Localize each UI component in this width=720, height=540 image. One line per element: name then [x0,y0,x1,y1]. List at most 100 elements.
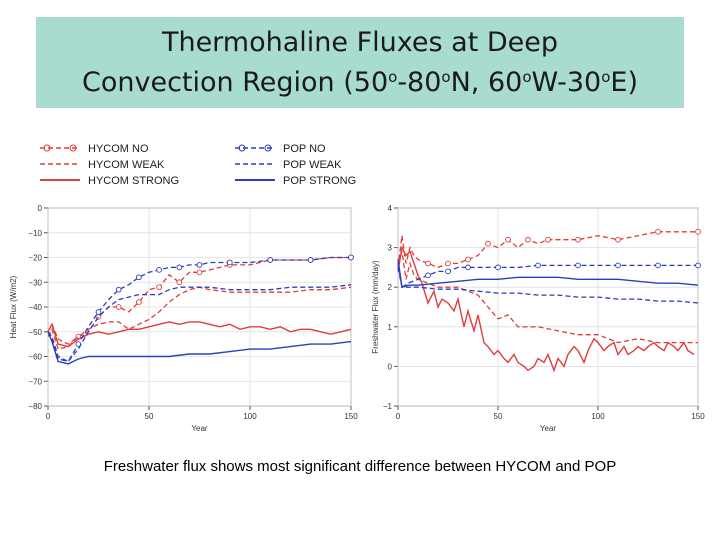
data-point [348,254,354,261]
data-point [575,236,581,243]
y-axis-label: Heat Flux (W/m2) [9,275,18,338]
chart-figure-svg: HYCOM NO HYCOM WEAK HYCOM STRONG POP NO POP … [9,143,705,433]
data-point [176,264,183,271]
data-point [575,262,581,269]
data-point [495,264,501,271]
data-point [465,264,471,271]
series-line [397,231,698,269]
data-point [115,304,122,310]
title-part-4: W-30 [531,66,602,98]
series-pop-no [47,254,354,363]
legend-marker [69,144,77,152]
x-axis-label: Year [191,424,208,433]
x-axis-label: Year [540,424,557,433]
data-point [695,262,701,269]
y-tick-label: −60 [28,353,42,362]
series-line [47,321,352,348]
series-line [47,286,352,350]
y-tick-label: 1 [388,323,393,332]
degree-sup-4: o [601,67,611,86]
data-point [176,279,183,286]
series-line [397,259,699,289]
x-tick-label: 0 [396,412,401,421]
data-point [695,228,701,235]
series-pop-strong [47,331,352,365]
title-part-1: Convection Region (50 [82,66,389,98]
legend-label: POP WEAK [283,159,342,171]
data-point [545,236,551,243]
data-point [136,299,142,305]
series-pop-weak [397,267,699,304]
data-point [615,262,621,269]
slide-title-line-2: Convection Region (50o-80oN, 60oW-30oE) [82,63,638,103]
y-tick-label: 3 [388,244,393,253]
data-point [535,262,541,269]
data-point [267,257,274,263]
x-tick-label: 150 [691,412,705,421]
series-hycom-strong [397,245,695,373]
degree-sup-3: o [522,67,532,86]
data-point [156,267,162,273]
y-axis-label: Freshwater Flux (mm/day) [371,260,380,354]
legend-item-pop-weak: POP WEAK [235,159,342,171]
series-line [47,331,352,365]
series-hycom-weak [47,286,352,350]
legend-item-pop-no: POP NO [235,143,326,155]
legend-label: HYCOM NO [88,143,149,155]
data-point [307,257,314,263]
data-point [425,260,431,267]
x-tick-label: 100 [591,412,605,421]
series-hycom-strong [47,321,352,348]
data-point [95,309,102,315]
slide-title-line-1: Thermohaline Fluxes at Deep [161,26,559,58]
series-line [47,284,352,363]
series-pop-no [397,262,701,289]
y-tick-label: −70 [28,377,42,386]
x-tick-label: 0 [46,412,51,421]
x-tick-label: 150 [344,412,358,421]
degree-sup-1: o [388,67,398,86]
y-tick-label: −80 [28,402,42,411]
y-tick-label: 0 [38,204,43,213]
legend-item-hycom-strong: HYCOM STRONG [40,175,179,187]
chart-figure: HYCOM NO HYCOM WEAK HYCOM STRONG POP NO POP … [0,130,720,440]
y-tick-label: −10 [28,229,42,238]
data-point [226,259,233,266]
legend-marker [43,144,51,152]
y-tick-label: −1 [383,402,393,411]
y-tick-label: 0 [388,362,393,371]
legend-item-pop-strong: POP STRONG [235,175,356,187]
legend-marker [238,144,246,152]
y-tick-label: −40 [28,303,42,312]
x-tick-label: 50 [494,412,503,421]
panel-heat-flux: 0 −10 −20 −30 −40 −50 −60 −70 −80 0 50 100 150 Year He… [9,204,358,433]
x-tick-label: 100 [243,412,257,421]
x-tick-label: 50 [145,412,154,421]
data-point [505,236,511,243]
data-point [156,284,162,291]
data-point [196,262,203,268]
series-pop-weak [47,284,352,363]
y-tick-label: 2 [388,283,393,292]
series-line [397,251,698,344]
data-point [655,262,661,269]
legend-label: POP STRONG [283,175,356,187]
y-tick-label: −30 [28,278,42,287]
series-pop-strong [397,259,699,289]
y-tick-label: −20 [28,254,42,263]
series-hycom-no [397,228,701,269]
data-point [115,286,122,293]
data-point [525,236,531,243]
data-point [655,228,661,235]
slide-title-box: Thermohaline Fluxes at Deep Convection R… [36,17,684,108]
series-line [397,245,695,373]
title-part-2: -80 [397,66,442,98]
legend-label: POP NO [283,143,326,155]
degree-sup-2: o [441,67,451,86]
title-part-5: E) [610,66,638,98]
data-point [425,272,431,279]
data-point [445,260,451,267]
series-hycom-weak [397,251,698,344]
data-point [136,274,142,281]
